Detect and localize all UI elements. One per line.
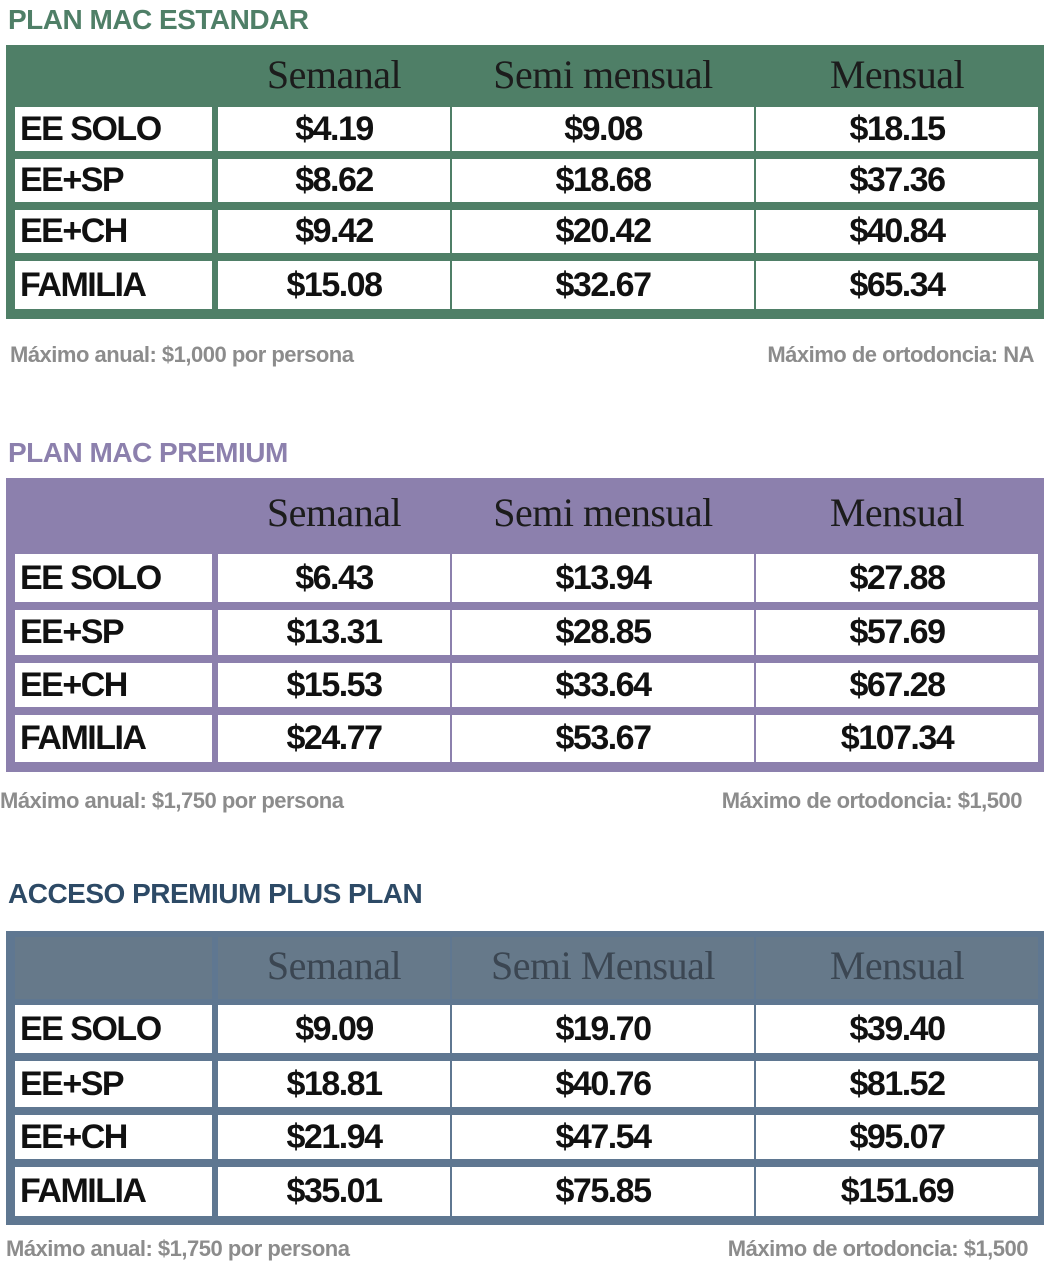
row-label: EE+SP [15, 159, 212, 202]
table-row: FAMILIA $24.77 $53.67 $107.34 [6, 711, 1044, 766]
row-label: EE+SP [15, 1061, 212, 1107]
price-cell: $40.84 [756, 210, 1038, 253]
row-label: EE SOLO [15, 107, 212, 151]
table-row: EE SOLO $6.43 $13.94 $27.88 [6, 550, 1044, 606]
column-header-semanal: Semanal [266, 942, 402, 988]
price-cell: $18.68 [452, 159, 754, 202]
price-cell: $18.15 [756, 107, 1038, 151]
column-header-semi-mensual: Semi Mensual [491, 942, 715, 988]
price-cell: $40.76 [452, 1061, 754, 1107]
price-cell: $32.67 [452, 261, 754, 309]
row-label: EE SOLO [15, 1005, 212, 1053]
price-cell: $15.08 [218, 261, 450, 309]
table-header: Semanal Semi mensual Mensual [6, 45, 1044, 104]
table-header: Semanal Semi mensual Mensual [6, 478, 1044, 550]
table-row: EE+SP $13.31 $28.85 $57.69 [6, 606, 1044, 659]
price-cell: $15.53 [218, 663, 450, 707]
table-row: EE SOLO $4.19 $9.08 $18.15 [6, 103, 1044, 155]
row-label: FAMILIA [15, 715, 212, 762]
row-label: FAMILIA [15, 261, 212, 309]
price-cell: $6.43 [218, 554, 450, 602]
row-label: FAMILIA [15, 1167, 212, 1216]
column-header-semanal: Semanal [266, 489, 402, 535]
price-cell: $24.77 [218, 715, 450, 762]
column-header-semi-mensual: Semi mensual [493, 489, 713, 535]
price-cell: $33.64 [452, 663, 754, 707]
table-header: Semanal Semi Mensual Mensual [6, 931, 1044, 1003]
annual-maximum-note: Máximo anual: $1,000 por persona [10, 342, 354, 367]
orthodontic-maximum-note: Máximo de ortodoncia: $1,500 [727, 1236, 1029, 1261]
row-label: EE+CH [15, 1115, 212, 1159]
price-cell: $39.40 [756, 1005, 1038, 1053]
price-cell: $37.36 [756, 159, 1038, 202]
row-label: EE SOLO [15, 554, 212, 602]
price-cell: $75.85 [452, 1167, 754, 1216]
price-cell: $9.42 [218, 210, 450, 253]
header-spacer [15, 937, 212, 999]
price-cell: $95.07 [756, 1115, 1038, 1159]
column-header-mensual: Mensual [829, 489, 965, 535]
row-label: EE+CH [15, 663, 212, 707]
orthodontic-maximum-note: Máximo de ortodoncia: NA [767, 342, 1034, 367]
plan-title: PLAN MAC ESTANDAR [8, 4, 309, 35]
annual-maximum-note: Máximo anual: $1,750 por persona [0, 788, 344, 813]
column-header-semi-mensual: Semi mensual [493, 52, 713, 97]
table-row: FAMILIA $35.01 $75.85 $151.69 [6, 1163, 1044, 1220]
annual-maximum-note: Máximo anual: $1,750 por persona [6, 1236, 350, 1261]
column-header-semanal: Semanal [266, 52, 402, 97]
plan-title: PLAN MAC PREMIUM [8, 437, 288, 468]
table-row: EE+SP $8.62 $18.68 $37.36 [6, 155, 1044, 206]
header-box [452, 937, 754, 999]
column-header-mensual: Mensual [829, 942, 965, 988]
price-cell: $67.28 [756, 663, 1038, 707]
price-cell: $18.81 [218, 1061, 450, 1107]
price-cell: $13.94 [452, 554, 754, 602]
price-cell: $20.42 [452, 210, 754, 253]
column-header-mensual: Mensual [829, 52, 965, 97]
price-cell: $8.62 [218, 159, 450, 202]
price-cell: $9.08 [452, 107, 754, 151]
price-cell: $27.88 [756, 554, 1038, 602]
price-cell: $28.85 [452, 610, 754, 655]
row-label: EE+CH [15, 210, 212, 253]
header-box [218, 937, 450, 999]
price-cell: $107.34 [756, 715, 1038, 762]
price-cell: $19.70 [452, 1005, 754, 1053]
header-box [756, 937, 1038, 999]
rates-table: Semanal Semi Mensual Mensual EE SOLO $9.… [6, 931, 1044, 1225]
price-cell: $151.69 [756, 1167, 1038, 1216]
rates-table: Semanal Semi mensual Mensual EE SOLO $4.… [6, 45, 1044, 319]
orthodontic-maximum-note: Máximo de ortodoncia: $1,500 [721, 788, 1023, 813]
price-cell: $9.09 [218, 1005, 450, 1053]
price-cell: $35.01 [218, 1167, 450, 1216]
table-row: EE+CH $15.53 $33.64 $67.28 [6, 659, 1044, 711]
row-label: EE+SP [15, 610, 212, 655]
price-cell: $47.54 [452, 1115, 754, 1159]
table-row: EE+CH $21.94 $47.54 $95.07 [6, 1111, 1044, 1163]
table-row: FAMILIA $15.08 $32.67 $65.34 [6, 257, 1044, 313]
plan-title: ACCESO PREMIUM PLUS PLAN [8, 878, 423, 909]
rates-table: Semanal Semi mensual Mensual EE SOLO $6.… [6, 478, 1044, 772]
price-cell: $65.34 [756, 261, 1038, 309]
table-row: EE SOLO $9.09 $19.70 $39.40 [6, 1001, 1044, 1057]
price-cell: $21.94 [218, 1115, 450, 1159]
price-cell: $4.19 [218, 107, 450, 151]
table-row: EE+SP $18.81 $40.76 $81.52 [6, 1057, 1044, 1111]
table-row: EE+CH $9.42 $20.42 $40.84 [6, 206, 1044, 257]
price-cell: $81.52 [756, 1061, 1038, 1107]
price-cell: $13.31 [218, 610, 450, 655]
price-cell: $57.69 [756, 610, 1038, 655]
price-cell: $53.67 [452, 715, 754, 762]
